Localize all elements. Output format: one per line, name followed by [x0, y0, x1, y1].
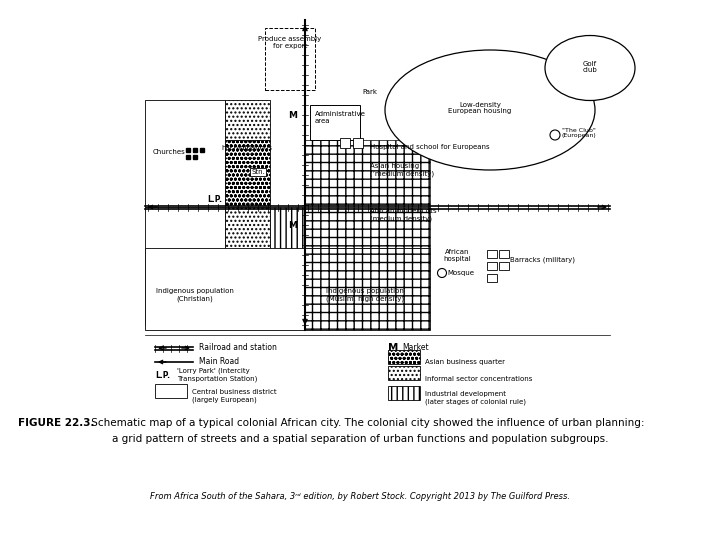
Bar	[270, 207, 305, 310]
Bar	[487, 274, 497, 282]
Ellipse shape	[385, 50, 595, 170]
Bar	[305, 207, 430, 248]
Text: Railroad and station: Railroad and station	[199, 343, 277, 353]
Text: Main Road: Main Road	[199, 357, 239, 367]
Text: M: M	[289, 111, 297, 119]
Text: L.P.: L.P.	[155, 370, 170, 380]
Text: Stn.: Stn.	[251, 169, 265, 175]
Text: FIGURE 22.3.: FIGURE 22.3.	[18, 418, 94, 428]
Bar	[225, 207, 270, 270]
Bar	[145, 100, 225, 207]
Bar	[145, 207, 225, 310]
Bar	[487, 250, 497, 258]
Text: Produce assembly
for export: Produce assembly for export	[258, 36, 322, 49]
Bar	[155, 384, 187, 398]
Ellipse shape	[545, 36, 635, 100]
Bar	[225, 100, 270, 140]
Text: Schematic map of a typical colonial African city. The colonial city showed the i: Schematic map of a typical colonial Afri…	[88, 418, 644, 428]
Text: African modern dts
(medium density): African modern dts (medium density)	[370, 208, 436, 222]
Text: "The Club"
(European): "The Club" (European)	[562, 127, 597, 138]
Text: Market: Market	[402, 343, 428, 353]
Text: Industrial development
(later stages of colonial rule): Industrial development (later stages of …	[425, 392, 526, 405]
Text: Park: Park	[362, 89, 377, 95]
Text: Mosque: Mosque	[447, 270, 474, 276]
Text: Central business district
(largely European): Central business district (largely Europ…	[192, 389, 276, 403]
Text: a grid pattern of streets and a spatial separation of urban functions and popula: a grid pattern of streets and a spatial …	[112, 434, 608, 444]
Bar	[353, 138, 363, 148]
Text: Indigenous population
(Muslim, high density): Indigenous population (Muslim, high dens…	[326, 288, 404, 302]
Text: M: M	[388, 343, 398, 353]
Text: Hospital and school for Europeans: Hospital and school for Europeans	[370, 144, 490, 150]
Bar	[265, 28, 315, 90]
Bar	[225, 140, 270, 207]
Bar	[487, 262, 497, 270]
Text: Barracks (military): Barracks (military)	[510, 256, 575, 263]
Text: M: M	[289, 220, 297, 230]
Text: Asian business quarter: Asian business quarter	[425, 359, 505, 365]
Bar	[340, 138, 350, 148]
Text: Informal sector concentrations: Informal sector concentrations	[425, 376, 532, 382]
Bar	[388, 350, 420, 364]
Text: 'Lorry Park' (Intercity
Transportation Station): 'Lorry Park' (Intercity Transportation S…	[177, 368, 257, 382]
Bar	[388, 366, 420, 380]
Text: African
hospital: African hospital	[443, 248, 471, 261]
Text: Golf
club: Golf club	[582, 60, 598, 73]
Text: Administrative
area: Administrative area	[315, 111, 366, 124]
Text: L.P.: L.P.	[207, 195, 222, 205]
Circle shape	[550, 130, 560, 140]
Bar	[499, 262, 509, 270]
Bar	[305, 140, 430, 207]
Text: Indigenous population
(Christian): Indigenous population (Christian)	[156, 288, 234, 302]
Text: From ​Africa South of the Sahara, 3ʳᵈ edition, by Robert Stock. Copyright 2013 b: From ​Africa South of the Sahara, 3ʳᵈ ed…	[150, 492, 570, 501]
Text: Churches: Churches	[152, 149, 185, 155]
Text: Low-density
European housing: Low-density European housing	[449, 102, 512, 114]
Bar	[145, 310, 305, 325]
Circle shape	[438, 268, 446, 278]
Text: Asian housing
(’medium density): Asian housing (’medium density)	[370, 163, 434, 177]
Bar	[145, 248, 305, 330]
Bar	[305, 248, 430, 330]
Text: hachidipanous: hachidipanous	[222, 145, 272, 151]
Bar	[388, 386, 420, 400]
Bar	[499, 250, 509, 258]
Bar	[310, 105, 360, 140]
